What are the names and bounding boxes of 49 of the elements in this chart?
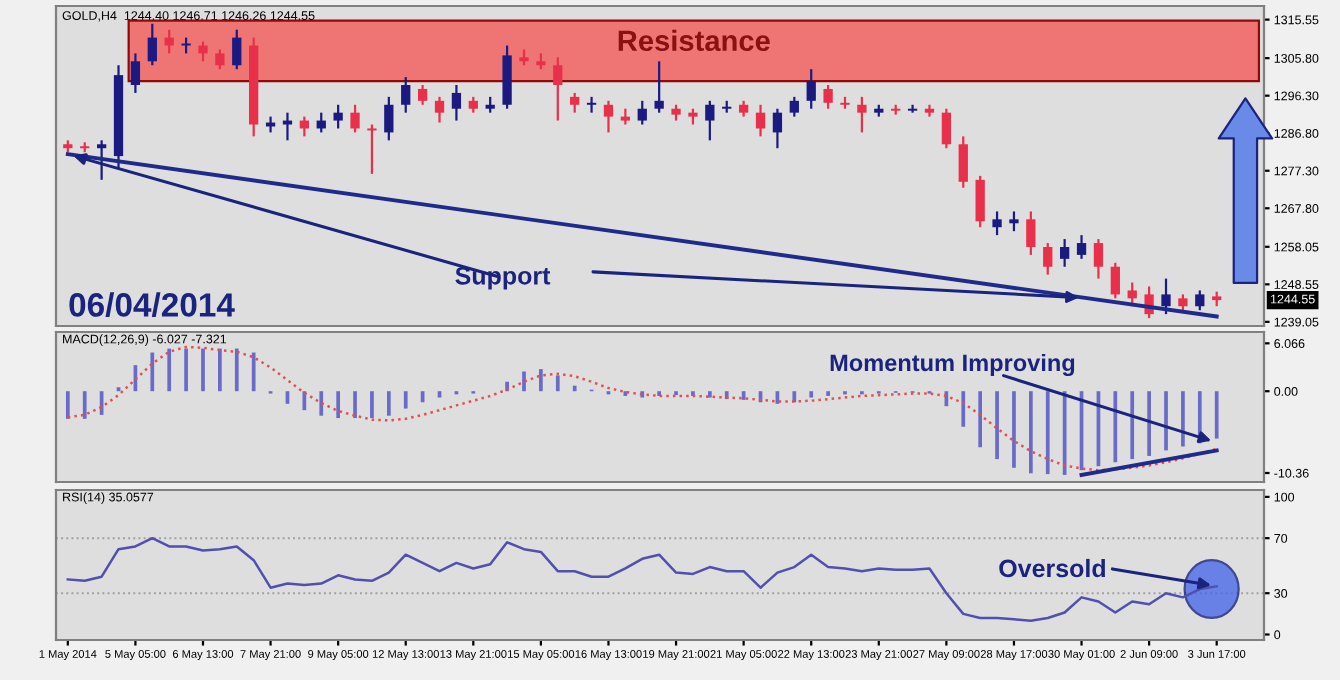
candlestick [401, 76, 411, 114]
annotation: Momentum Improving [830, 353, 1075, 376]
candlestick [941, 107, 952, 150]
candlestick [907, 103, 918, 114]
candlestick [570, 91, 580, 114]
candlestick [603, 99, 614, 134]
candlestick [553, 56, 563, 122]
candlestick [857, 95, 867, 134]
candlestick [958, 135, 968, 189]
candlestick [1043, 241, 1053, 276]
candlestick [705, 99, 715, 142]
candlestick [992, 210, 1002, 237]
candlestick [755, 103, 766, 138]
candlestick [215, 48, 225, 71]
candlestick [1161, 277, 1171, 316]
candlestick [434, 95, 445, 124]
candlestick [417, 83, 428, 106]
annotation: 06/04/2014 [69, 292, 235, 318]
candlestick [586, 95, 597, 114]
candlestick [147, 22, 157, 67]
candlestick [130, 52, 141, 95]
candlestick [1195, 289, 1205, 312]
candlestick [975, 174, 985, 229]
band-label: Resistance [618, 29, 770, 52]
candlestick [1076, 234, 1087, 260]
candlestick [384, 95, 394, 142]
candlestick [1009, 210, 1019, 233]
candlestick [282, 111, 293, 142]
candlestick [232, 28, 242, 71]
candlestick [350, 103, 360, 134]
candlestick [1059, 237, 1070, 268]
candlestick [789, 95, 799, 118]
candlestick [198, 40, 208, 63]
candlestick [823, 83, 833, 110]
candlestick [333, 103, 343, 130]
candlestick [654, 60, 664, 114]
candlestick [367, 123, 377, 176]
candlestick [1026, 210, 1036, 256]
candlestick [164, 28, 174, 55]
candlestick [1093, 237, 1104, 280]
line-series [66, 345, 1218, 472]
candlestick [451, 83, 462, 122]
candlestick [924, 103, 935, 118]
candlestick [806, 68, 816, 110]
candlestick [772, 107, 783, 150]
annotation: Oversold [999, 558, 1105, 578]
annotation: Support [455, 266, 551, 290]
candlestick [637, 99, 647, 126]
candlestick [1110, 261, 1120, 300]
